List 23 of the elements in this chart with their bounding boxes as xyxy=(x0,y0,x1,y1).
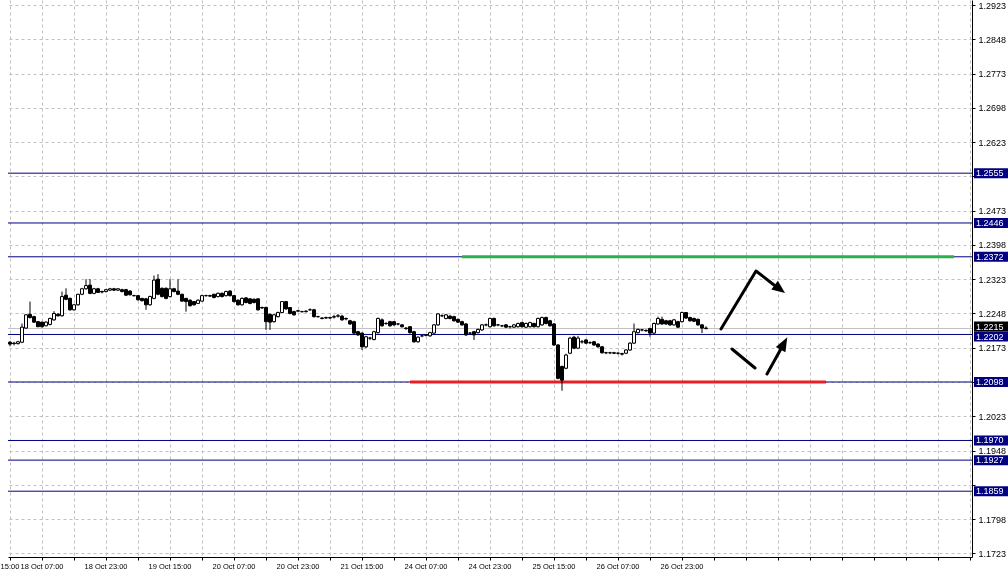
y-tick-label: 1.2473 xyxy=(978,206,1007,217)
ref-line-label: 1.1927 xyxy=(976,455,1004,466)
y-tick-label: 1.1798 xyxy=(978,514,1007,525)
y-tick-label: 1.2623 xyxy=(978,137,1007,148)
ref-line-label: 1.1859 xyxy=(976,486,1004,497)
ref-line-label: 1.2555 xyxy=(976,168,1004,179)
y-tick-label: 1.2023 xyxy=(978,411,1007,422)
ref-line-label: 1.2446 xyxy=(976,217,1004,228)
ref-line-label: 1.2372 xyxy=(976,251,1004,262)
ref-line-label: 1.2098 xyxy=(976,377,1004,387)
y-tick-label: 1.2773 xyxy=(978,69,1007,80)
y-tick-label: 1.1948 xyxy=(978,446,1007,457)
ref-line-label: 1.2202 xyxy=(976,331,1004,342)
ref-line-label: 1.1970 xyxy=(976,435,1004,446)
y-tick-label: 1.2698 xyxy=(978,103,1007,114)
y-tick-label: 1.1723 xyxy=(978,548,1007,559)
y-tick-label: 1.2248 xyxy=(978,308,1007,319)
ref-line-label: 1.2215 xyxy=(976,321,1004,332)
y-tick-label: 1.2323 xyxy=(978,274,1007,285)
y-tick-label: 1.2173 xyxy=(978,343,1007,354)
y-tick-label: 1.2848 xyxy=(978,34,1007,45)
y-tick-label: 1.2923 xyxy=(978,0,1007,11)
y-tick-label: 1.2398 xyxy=(978,240,1007,251)
